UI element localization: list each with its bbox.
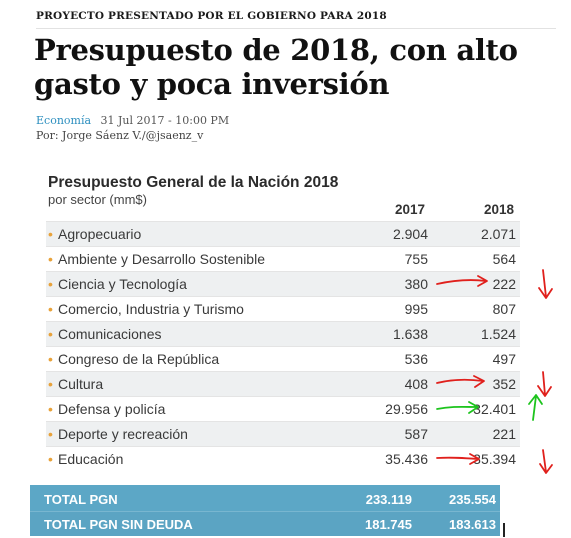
red-arrow-down-icon: [539, 449, 553, 474]
total-value-2018: 235.554: [449, 492, 496, 507]
row-value-2017: 408: [404, 376, 428, 392]
column-header-2018: 2018: [484, 202, 515, 217]
row-value-2018: 807: [492, 301, 516, 317]
table-row: • Cultura 408 352: [46, 371, 520, 397]
row-value-2018: 35.394: [473, 451, 516, 467]
table-row: • Comunicaciones 1.638 1.524: [46, 321, 520, 347]
article-author: Por: Jorge Sáenz V./@jsaenz_v: [36, 129, 204, 142]
row-value-2017: 1.638: [392, 326, 428, 342]
column-header-2017: 2017: [395, 202, 426, 217]
row-value-2017: 536: [404, 351, 428, 367]
row-bullet: •: [48, 451, 53, 467]
row-bullet: •: [48, 301, 53, 317]
total-row: TOTAL PGN SIN DEUDA 181.745 183.613: [30, 511, 500, 536]
row-label: Ambiente y Desarrollo Sostenible: [58, 251, 265, 267]
row-bullet: •: [48, 276, 53, 292]
table-row: • Ciencia y Tecnología 380 222: [46, 271, 520, 297]
row-label: Deporte y recreación: [58, 426, 188, 442]
row-bullet: •: [48, 226, 53, 242]
row-value-2018: 352: [492, 376, 516, 392]
page-edge-mark: [503, 523, 505, 537]
row-value-2018: 32.401: [473, 401, 516, 417]
kicker-divider: [36, 28, 556, 29]
total-value-2018: 183.613: [449, 517, 496, 532]
article-headline: Presupuesto de 2018, con alto gasto y po…: [34, 33, 518, 101]
row-value-2017: 755: [404, 251, 428, 267]
row-value-2018: 564: [492, 251, 516, 267]
row-label: Ciencia y Tecnología: [58, 276, 187, 292]
row-bullet: •: [48, 426, 53, 442]
table-subtitle: por sector (mm$): [48, 192, 147, 207]
row-value-2018: 222: [492, 276, 516, 292]
article-date: 31 Jul 2017 - 10:00 PM: [100, 114, 230, 127]
row-label: Educación: [58, 451, 124, 467]
row-bullet: •: [48, 401, 53, 417]
total-value-2017: 233.119: [365, 492, 412, 507]
row-label: Comercio, Industria y Turismo: [58, 301, 244, 317]
table-row: • Ambiente y Desarrollo Sostenible 755 5…: [46, 246, 520, 272]
table-row: • Educación 35.436 35.394: [46, 446, 520, 472]
row-value-2018: 497: [492, 351, 516, 367]
row-bullet: •: [48, 351, 53, 367]
row-value-2017: 380: [404, 276, 428, 292]
total-label: TOTAL PGN: [44, 492, 118, 507]
table-title: Presupuesto General de la Nación 2018: [48, 174, 339, 191]
article-kicker: PROYECTO PRESENTADO POR EL GOBIERNO PARA…: [36, 10, 387, 22]
total-value-2017: 181.745: [365, 517, 412, 532]
row-label: Congreso de la República: [58, 351, 220, 367]
total-row: TOTAL PGN 233.119 235.554: [30, 487, 500, 511]
red-arrow-down-icon: [538, 269, 553, 299]
row-value-2018: 1.524: [480, 326, 516, 342]
section-link[interactable]: Economía: [36, 114, 92, 127]
row-value-2017: 995: [404, 301, 428, 317]
red-arrow-down-icon: [537, 371, 552, 397]
row-value-2017: 587: [404, 426, 428, 442]
green-arrow-up-icon: [528, 394, 543, 421]
row-label: Agropecuario: [58, 226, 142, 242]
row-bullet: •: [48, 251, 53, 267]
row-label: Comunicaciones: [58, 326, 162, 342]
row-value-2017: 35.436: [385, 451, 428, 467]
row-label: Cultura: [58, 376, 104, 392]
table-row: • Congreso de la República 536 497: [46, 346, 520, 372]
row-bullet: •: [48, 326, 53, 342]
row-bullet: •: [48, 376, 53, 392]
table-row: • Comercio, Industria y Turismo 995 807: [46, 296, 520, 322]
row-value-2017: 29.956: [385, 401, 428, 417]
article-meta: Economía 31 Jul 2017 - 10:00 PM: [36, 114, 229, 127]
table-row: • Agropecuario 2.904 2.071: [46, 221, 520, 247]
totals-block: TOTAL PGN 233.119 235.554 TOTAL PGN SIN …: [30, 485, 500, 536]
total-label: TOTAL PGN SIN DEUDA: [44, 517, 193, 532]
row-value-2017: 2.904: [392, 226, 428, 242]
row-value-2018: 221: [492, 426, 516, 442]
row-label: Defensa y policía: [58, 401, 166, 417]
row-value-2018: 2.071: [480, 226, 516, 242]
table-row: • Deporte y recreación 587 221: [46, 421, 520, 447]
table-row: • Defensa y policía 29.956 32.401: [46, 396, 520, 422]
